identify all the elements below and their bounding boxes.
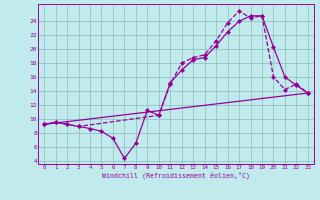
- X-axis label: Windchill (Refroidissement éolien,°C): Windchill (Refroidissement éolien,°C): [102, 172, 250, 179]
